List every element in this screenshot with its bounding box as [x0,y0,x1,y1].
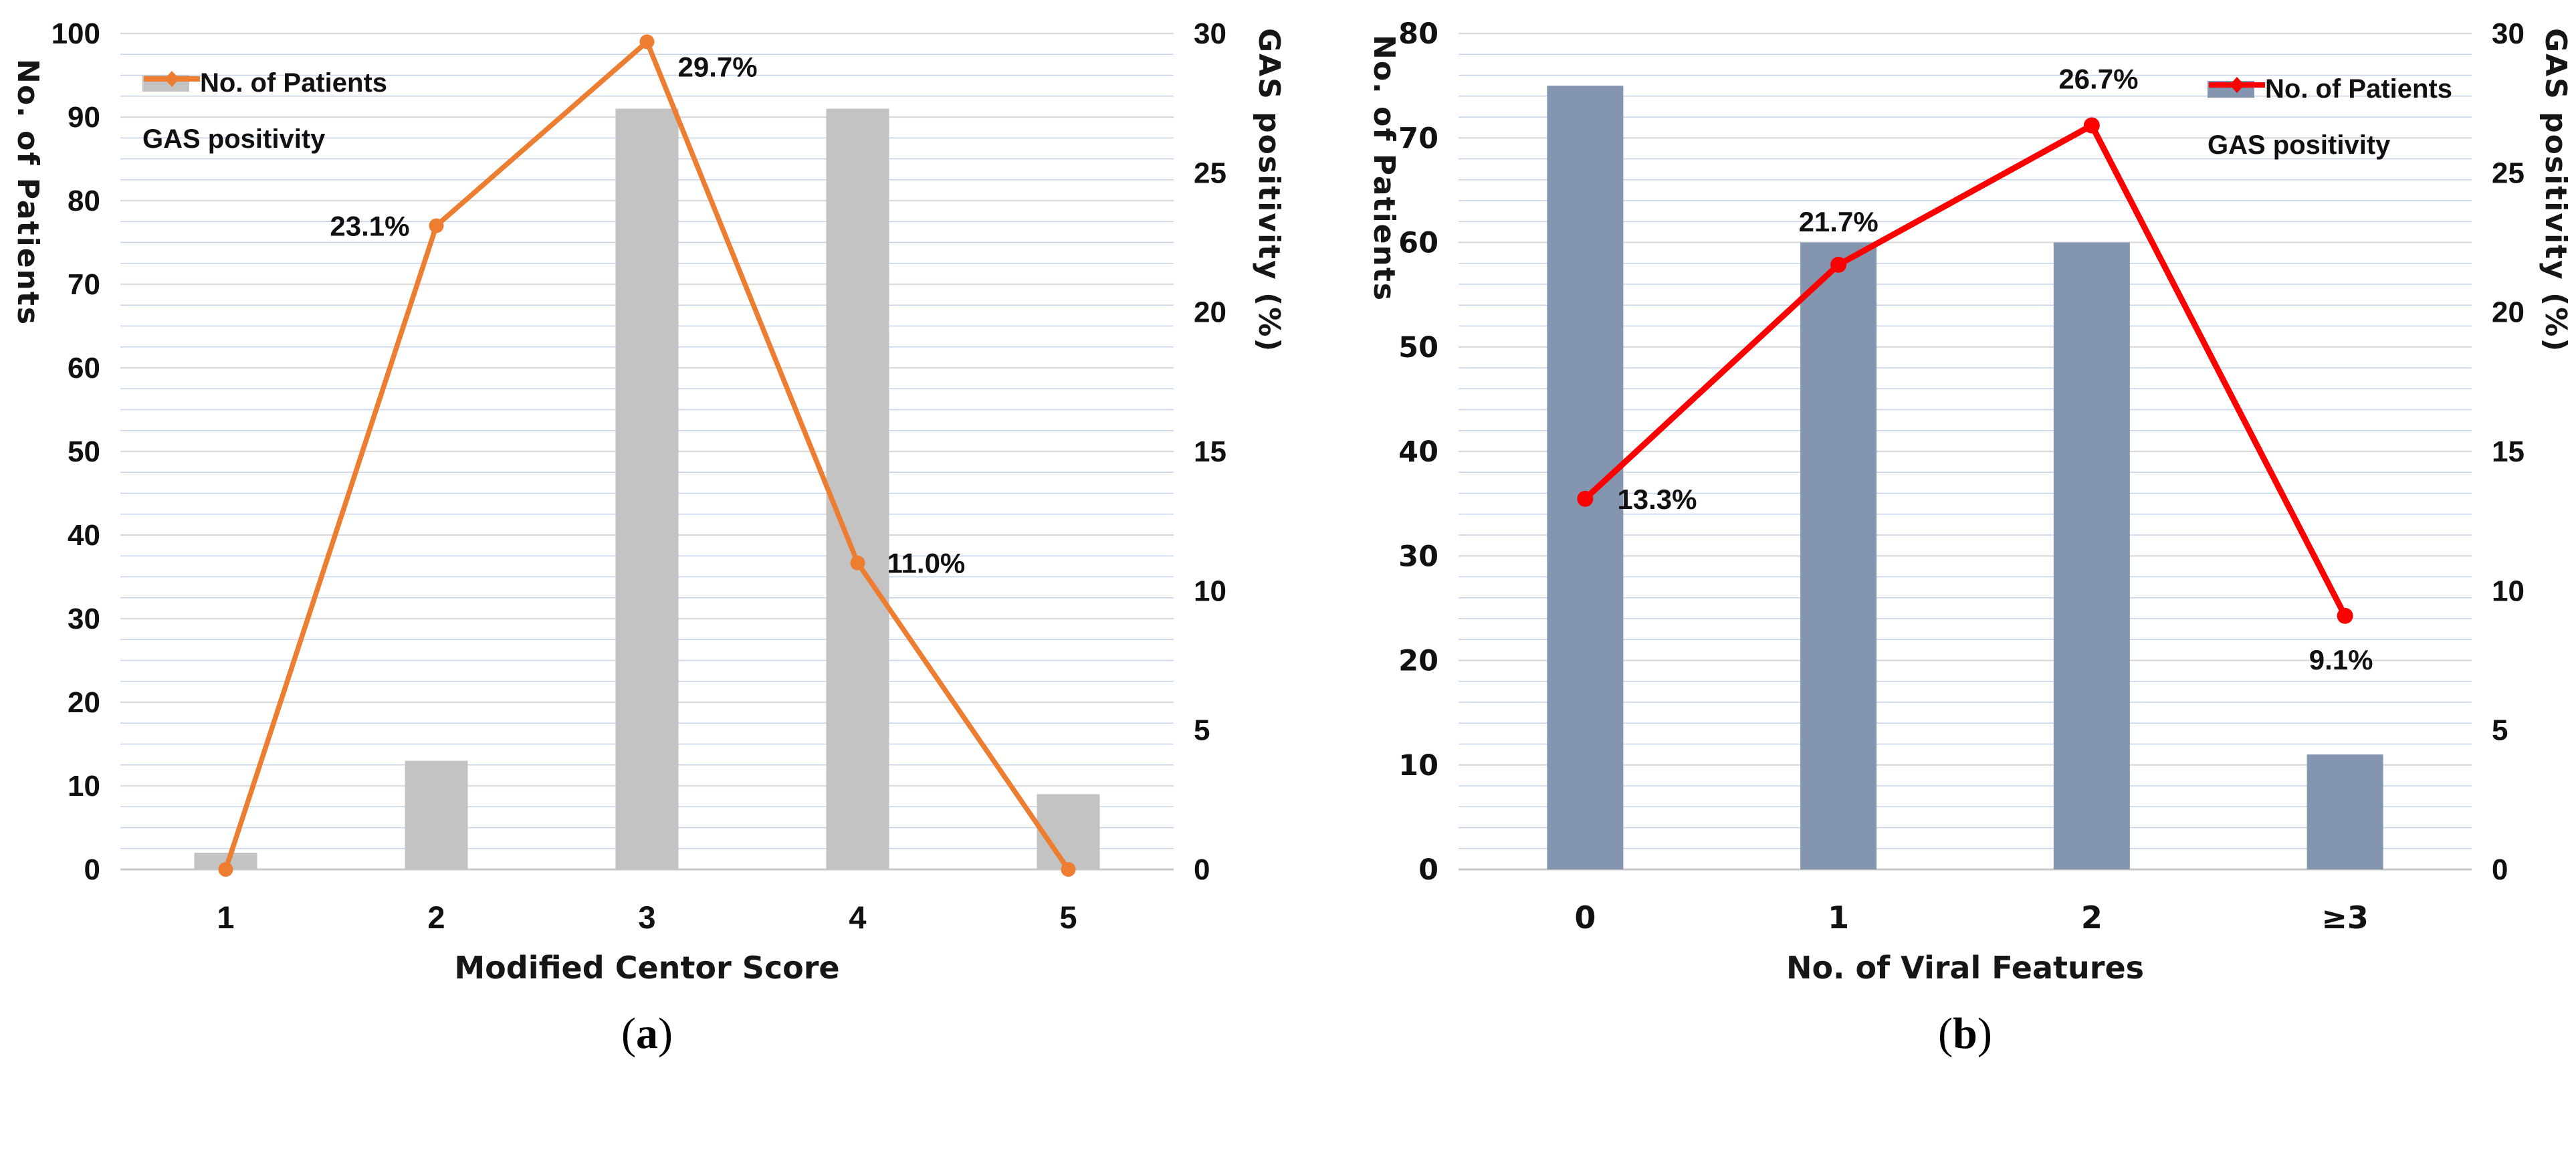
x-tick-label: 3 [638,900,655,935]
y-left-tick-label: 70 [1398,122,1438,155]
y-left-tick-label: 80 [68,185,100,217]
y-left-tick-label: 0 [84,853,100,886]
line-marker-1 [1830,256,1847,273]
legend-label: No. of Patients [200,68,388,98]
line-marker-2 [2083,117,2100,134]
y-axis-title-right: GAS positivity (%) [2539,28,2573,353]
x-axis-title: No. of Viral Features [1786,950,2145,986]
x-axis-title: Modified Centor Score [454,950,840,986]
x-tick-label: 2 [2081,900,2103,936]
x-tick-label: ≥3 [2321,900,2369,936]
y-left-tick-label: 40 [1398,435,1438,469]
y-right-tick-label: 10 [2492,574,2525,607]
bar-≥3 [2306,754,2383,869]
legend: No. of Patients GAS positivity [2208,75,2452,159]
y-right-tick-label: 30 [1194,17,1226,50]
y-left-tick-label: 10 [68,770,100,803]
line-marker-3 [639,34,655,49]
y-right-tick-label: 15 [1194,435,1226,468]
y-left-tick-label: 70 [68,268,100,301]
line-marker-≥3 [2337,607,2353,624]
y-right-tick-label: 5 [2492,714,2508,747]
chart-b-canvas: 0 10 20 30 40 50 60 70 80 0 5 10 15 20 25 30 0 1 2 ≥3 13.3% 2… [1398,17,2525,936]
data-label: 21.7% [1799,206,1879,237]
line-marker-1 [218,862,233,877]
line-marker-0 [1577,490,1594,507]
line-marker-4 [850,555,865,570]
y-left-tick-label: 30 [1398,540,1438,573]
data-label: 13.3% [1617,484,1697,515]
y-left-tick-label: 0 [1418,853,1438,887]
line-marker-2 [429,218,444,233]
y-left-tick-label: 50 [1398,331,1438,364]
bar-4 [826,108,889,869]
chart-panel-a: 0 10 20 30 40 50 60 70 80 90 100 0 5 10 15 20 25 30 1 2 3 4 5 2… [0,0,1288,1080]
panel-caption: (a) [120,1009,1174,1059]
y-right-tick-label: 30 [2492,17,2525,50]
y-right-tick-label: 20 [1194,296,1226,329]
chart-a-canvas: 0 10 20 30 40 50 60 70 80 90 100 0 5 10 15 20 25 30 1 2 3 4 5 2… [51,17,1226,935]
y-left-tick-label: 80 [1398,17,1438,51]
caption-paren: ) [1977,1009,1992,1058]
y-axis-title-right: GAS positivity (%) [1252,28,1286,353]
y-right-tick-label: 10 [1194,574,1226,607]
x-tick-label: 1 [217,900,234,935]
caption-paren: ) [658,1009,673,1058]
y-right-tick-label: 25 [2492,156,2525,189]
caption-paren: ( [621,1009,636,1058]
legend: No. of Patients GAS positivity [142,69,387,153]
bar-3 [615,108,679,869]
y-left-tick-label: 20 [68,686,100,719]
legend-label: GAS positivity [2208,130,2391,160]
bar-2 [2053,242,2130,869]
y-right-tick-label: 0 [1194,853,1210,886]
caption-paren: ( [1938,1009,1953,1058]
legend-label: No. of Patients [2265,74,2453,104]
figure: 0 10 20 30 40 50 60 70 80 90 100 0 5 10 15 20 25 30 1 2 3 4 5 2… [0,0,2576,1080]
line-marker-swatch-icon [144,71,200,87]
caption-letter: a [636,1009,658,1058]
y-right-tick-label: 0 [2492,853,2508,886]
y-axis-title-left: No. of Patients [1367,35,1401,302]
panel-caption: (b) [1459,1009,2472,1059]
line-marker-5 [1061,862,1076,877]
bar-2 [405,760,468,869]
x-tick-label: 1 [1828,900,1849,936]
y-left-tick-label: 10 [1398,749,1438,782]
x-tick-label: 0 [1574,900,1596,936]
x-tick-label: 2 [427,900,445,935]
y-left-tick-label: 60 [68,352,100,385]
data-label: 11.0% [887,548,966,579]
y-right-tick-label: 25 [1194,156,1226,189]
x-tick-label: 5 [1059,900,1077,935]
y-left-tick-label: 100 [51,17,100,50]
legend-label: GAS positivity [142,124,326,154]
data-label: 26.7% [2058,64,2138,95]
y-axis-title-left: No. of Patients [11,59,45,326]
bar-1 [1800,242,1877,869]
data-label: 9.1% [2309,644,2373,675]
y-left-tick-label: 30 [68,603,100,635]
legend-item-gas-positivity: GAS positivity [142,71,387,154]
y-left-tick-label: 20 [1398,645,1438,678]
bar-5 [1037,794,1100,869]
data-label: 29.7% [678,51,758,83]
y-left-tick-label: 40 [68,519,100,552]
y-right-tick-label: 20 [2492,296,2525,329]
data-label: 23.1% [330,211,409,242]
y-right-tick-label: 5 [1194,714,1210,747]
chart-panel-b: 0 10 20 30 40 50 60 70 80 0 5 10 15 20 25 30 0 1 2 ≥3 13.3% 2… [1288,0,2576,1080]
y-left-tick-label: 60 [1398,227,1438,260]
y-left-tick-label: 50 [68,435,100,468]
caption-letter: b [1953,1009,1977,1058]
y-right-tick-label: 15 [2492,435,2525,468]
legend-item-gas-positivity: GAS positivity [2208,77,2452,160]
line-marker-swatch-icon [2209,77,2265,93]
gas-positivity-line [1582,122,2349,619]
y-left-tick-label: 90 [68,101,100,134]
x-tick-label: 4 [849,900,866,935]
